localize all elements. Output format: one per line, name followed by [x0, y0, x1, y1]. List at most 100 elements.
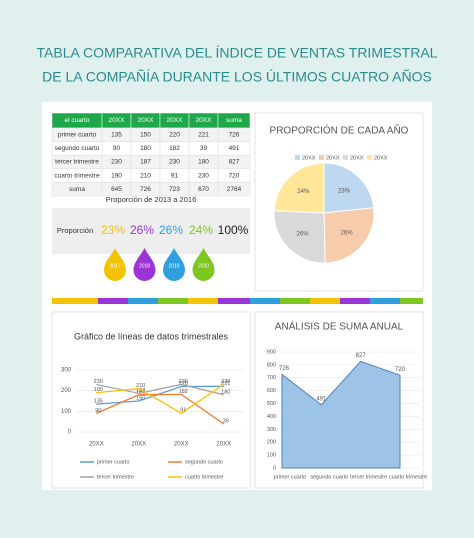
data-label: 180: [136, 389, 145, 395]
line: [95, 393, 225, 425]
data-label: 190: [94, 387, 103, 393]
y-tick-label: 600: [267, 388, 276, 394]
cell-text: 180: [140, 145, 151, 152]
y-tick-label: 300: [61, 368, 72, 374]
cell-text: 720: [229, 172, 240, 179]
header-text: 20XX: [167, 117, 184, 124]
line-panel: [51, 311, 251, 489]
legend-swatch: [367, 155, 372, 160]
legend-label: 20XX: [374, 155, 388, 161]
x-tick-label: 20XX: [131, 442, 146, 448]
header-text: 20XX: [138, 117, 155, 124]
data-label: 827: [356, 353, 367, 359]
data-label: 220: [179, 381, 188, 387]
y-tick-label: 200: [267, 440, 276, 446]
title: TABLA COMPARATIVA DEL ÍNDICE DE VENTAS T…: [37, 45, 438, 61]
line: [96, 383, 225, 414]
data-label: 150: [136, 395, 145, 401]
pie-label: 23%: [338, 188, 351, 194]
cell-text: tercer trimestre: [55, 159, 99, 166]
data-label: 187: [136, 388, 145, 394]
pie-label: 24%: [297, 189, 310, 195]
drop: [192, 248, 215, 281]
y-tick-label: 400: [267, 414, 276, 420]
legend-label: cuarto trimestre: [185, 474, 223, 480]
legend-label: primer cuarto: [97, 459, 129, 465]
proportion-value: 100%: [218, 223, 249, 237]
chart-title: Gráfico de líneas de datos trimestrales: [74, 331, 229, 341]
cell-text: 39: [200, 145, 208, 152]
data-label: 182: [179, 389, 188, 395]
title: DE LA COMPAÑÍA DURANTE LOS ÚLTIMOS CUATR…: [42, 69, 432, 85]
cell-text: 91: [171, 172, 179, 179]
y-tick-label: 200: [61, 388, 72, 394]
x-tick-label: 20XX: [216, 442, 231, 448]
drop-year: 2020: [198, 263, 209, 269]
data-label: 210: [136, 383, 145, 389]
cell-text: 827: [229, 159, 240, 166]
proportion-value: 24%: [189, 223, 213, 237]
cell-text: 221: [198, 132, 209, 139]
cell-text: 230: [169, 159, 180, 166]
x-tick-label: 20XX: [89, 442, 104, 448]
cell-text: 210: [140, 172, 151, 179]
pie-label: 26%: [297, 232, 310, 238]
chart-title: PROPORCIÓN DE CADA AÑO: [270, 124, 409, 137]
line: [96, 385, 224, 405]
data-label: 230: [221, 379, 230, 385]
proportion-value: 26%: [130, 223, 154, 237]
data-label: 39: [223, 418, 229, 424]
cell-text: 135: [111, 132, 122, 139]
cell-text: 726: [140, 186, 151, 193]
cell-text: 230: [198, 172, 209, 179]
data-label: 230: [179, 379, 188, 385]
header-text: 20XX: [196, 117, 213, 124]
x-tick-label: tercer trimestre: [350, 474, 387, 480]
cell-text: suma: [69, 186, 85, 193]
drop-year: 2019: [168, 263, 179, 269]
y-tick-label: 100: [61, 409, 72, 415]
legend-label: 20XX: [302, 155, 316, 161]
line: [96, 383, 224, 396]
data-label: 180: [221, 389, 230, 395]
chart-title: ANÁLISIS DE SUMA ANUAL: [275, 320, 404, 333]
y-tick-label: 700: [267, 375, 276, 381]
drop: [163, 248, 185, 281]
cell-text: 491: [229, 145, 240, 152]
header-text: 20XX: [109, 117, 126, 124]
cell-text: segundo cuarto: [55, 145, 100, 152]
cell-text: cuarto trimestre: [54, 172, 100, 179]
proportion-value: 23%: [101, 223, 125, 237]
cell-text: 220: [169, 132, 180, 139]
cell-text: 180: [198, 159, 209, 166]
x-tick-label: 20XX: [174, 442, 189, 448]
drop-year: 2018: [139, 263, 150, 269]
y-tick-label: 0: [68, 430, 72, 436]
y-tick-label: 900: [267, 349, 276, 355]
y-tick-label: 100: [267, 453, 276, 459]
cell-text: 187: [140, 159, 151, 166]
legend-swatch: [319, 155, 324, 160]
x-tick-label: cuarto trimestre: [389, 474, 427, 480]
pie-slice: [273, 210, 326, 264]
cell: [217, 182, 251, 197]
cell-text: 645: [111, 186, 122, 193]
pie-label: 26%: [341, 230, 354, 236]
drop: [133, 248, 156, 281]
cell-text: 670: [198, 186, 209, 193]
cell-text: 90: [113, 145, 121, 152]
header-text: suma: [226, 117, 242, 124]
legend-label: tercer trimestre: [97, 474, 134, 480]
cell-text: 190: [111, 172, 122, 179]
area: [281, 360, 401, 469]
legend-swatch: [295, 155, 300, 160]
data-label: 491: [316, 396, 327, 402]
y-tick-label: 300: [267, 427, 276, 433]
pie-slice: [323, 207, 375, 264]
drop-year: 2017: [109, 263, 120, 269]
stripe: [52, 298, 423, 304]
drop: [104, 248, 126, 281]
proportion-value: 26%: [159, 223, 183, 237]
